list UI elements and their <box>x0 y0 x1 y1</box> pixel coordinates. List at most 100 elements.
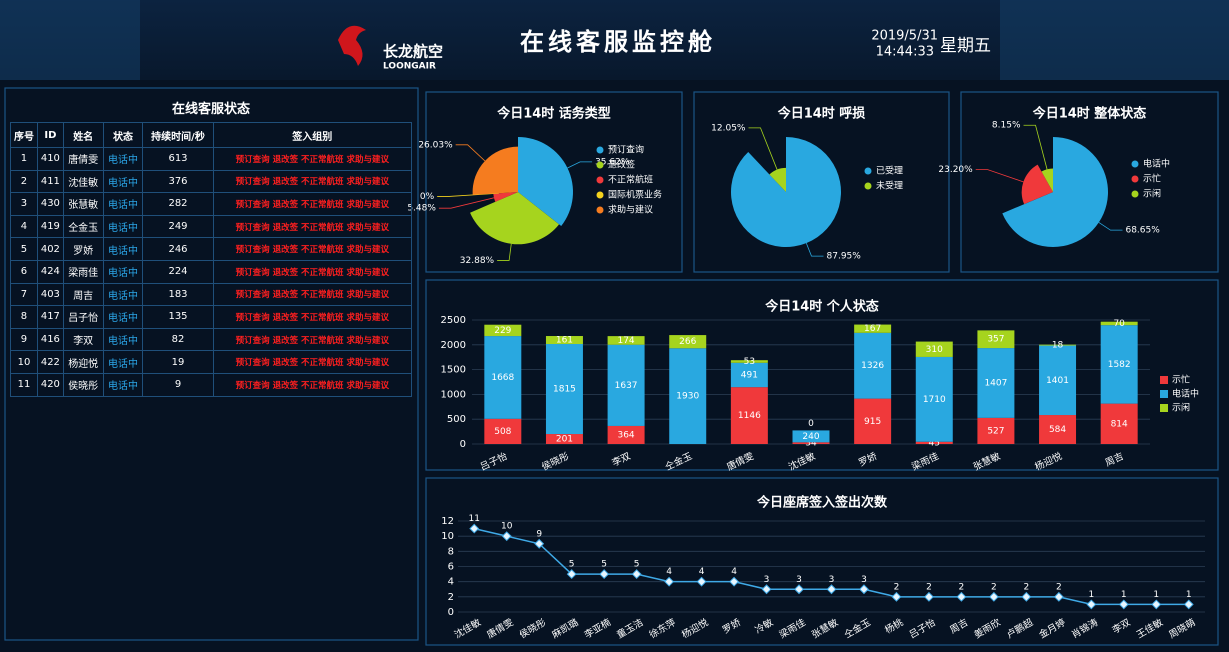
table-cell: 李双 <box>62 327 104 352</box>
data-label: 1 <box>1153 590 1159 600</box>
table-cell: 预订查询 退改签 不正常航班 求助与建议 <box>212 305 413 329</box>
data-label: 4 <box>699 567 705 577</box>
table-cell: 预订查询 退改签 不正常航班 求助与建议 <box>212 214 413 239</box>
legend-label: 未受理 <box>876 180 903 192</box>
column-header: 序号 <box>10 122 38 148</box>
x-tick-label: 冷敏 <box>753 616 776 636</box>
table-cell: 预订查询 退改签 不正常航班 求助与建议 <box>212 192 413 216</box>
line-point <box>566 569 577 580</box>
label-leader <box>1023 124 1048 170</box>
table-cell: 预订查询 退改签 不正常航班 求助与建议 <box>212 259 413 284</box>
table-row: 3 430 张慧敏 电话中 282 预订查询 退改签 不正常航班 求助与建议 <box>10 192 413 216</box>
y-tick-label: 2500 <box>441 315 466 326</box>
data-label: 1401 <box>1046 376 1069 386</box>
line-point <box>761 584 772 595</box>
table-row: 10 422 杨迎悦 电话中 19 预订查询 退改签 不正常航班 求助与建议 <box>10 350 413 374</box>
table-cell: 419 <box>36 214 64 239</box>
legend-swatch <box>864 167 872 175</box>
bar-segment <box>1100 325 1138 404</box>
table-cell: 135 <box>142 305 214 329</box>
y-tick-label: 12 <box>441 516 454 527</box>
table-cell: 417 <box>36 305 64 329</box>
pie-slice <box>472 146 518 195</box>
column-header: 状态 <box>102 122 144 148</box>
x-tick-label: 张慧敏 <box>810 616 841 641</box>
data-label: 1 <box>1088 590 1094 600</box>
value-label: 5.48% <box>407 204 436 214</box>
x-tick-label: 杨迎悦 <box>680 616 711 641</box>
data-label: 266 <box>679 337 696 347</box>
pie-slice <box>1021 164 1053 205</box>
table-cell: 1 <box>10 147 38 171</box>
header-photo-left <box>0 0 140 80</box>
bar-segment <box>977 348 1015 418</box>
legend-label: 已受理 <box>876 165 903 177</box>
panel-frame <box>425 91 683 273</box>
label-leader <box>975 169 1024 183</box>
data-label: 3 <box>796 575 802 585</box>
bar-segment <box>545 344 583 435</box>
table-cell: 预订查询 退改签 不正常航班 求助与建议 <box>212 282 413 307</box>
data-label: 584 <box>1049 425 1066 435</box>
page-title: 在线客服监控舱 <box>520 28 716 56</box>
data-label: 2 <box>991 582 997 592</box>
data-label: 10 <box>501 522 513 532</box>
table-cell: 420 <box>36 372 64 397</box>
bar-segment <box>730 360 768 363</box>
table-cell: 电话中 <box>102 192 144 216</box>
panel-frame <box>4 87 419 641</box>
table-cell: 预订查询 退改签 不正常航班 求助与建议 <box>212 350 413 374</box>
value-label: 8.15% <box>992 121 1021 131</box>
table-row: 9 416 李双 电话中 82 预订查询 退改签 不正常航班 求助与建议 <box>10 327 413 352</box>
chart-title: 今日14时 话务类型 <box>496 106 611 122</box>
bar-segment <box>977 417 1015 444</box>
table-cell: 424 <box>36 259 64 284</box>
table-row: 11 420 侯晓彤 电话中 9 预订查询 退改签 不正常航班 求助与建议 <box>10 372 413 397</box>
panel-frame <box>425 477 1219 646</box>
table-title: 在线客服状态 <box>171 102 250 117</box>
x-tick-label: 梁雨佳 <box>777 616 808 641</box>
x-tick-label: 吕子怡 <box>907 616 938 641</box>
data-label: 240 <box>802 432 819 442</box>
table-row: 8 417 吕子怡 电话中 135 预订查询 退改签 不正常航班 求助与建议 <box>10 305 413 329</box>
brand-en: LOONGAIR <box>383 62 436 72</box>
legend-swatch <box>596 206 604 214</box>
line-point <box>631 569 642 580</box>
y-tick-label: 0 <box>460 439 466 450</box>
table-cell: 预订查询 退改签 不正常航班 求助与建议 <box>212 327 413 352</box>
pie-slice <box>1002 137 1108 247</box>
table-cell: 9 <box>142 372 214 397</box>
x-tick-label: 仝金玉 <box>842 616 873 641</box>
table-cell: 246 <box>142 237 214 261</box>
bar-segment <box>854 324 892 333</box>
label-leader <box>455 144 486 162</box>
line-point <box>1183 599 1194 610</box>
y-tick-label: 1000 <box>441 389 466 400</box>
column-header: 签入组别 <box>212 122 413 148</box>
data-label: 11 <box>469 514 480 524</box>
header-row: 序号 ID 姓名 状态 持续时间/秒 签入组别 <box>10 122 413 148</box>
legend-swatch <box>596 161 604 169</box>
data-label: 2 <box>1056 582 1062 592</box>
data-label: 229 <box>494 326 511 336</box>
line-point <box>956 591 967 602</box>
chart-title: 今日14时 个人状态 <box>764 299 879 315</box>
bar-segment <box>915 341 953 357</box>
value-label: 32.88% <box>460 256 495 266</box>
x-tick-label: 童玉洁 <box>615 616 646 641</box>
bar-segment <box>484 336 522 419</box>
table-cell: 电话中 <box>102 259 144 284</box>
table-cell: 电话中 <box>102 147 144 171</box>
table-cell: 6 <box>10 259 38 284</box>
data-label: 70 <box>1113 319 1125 329</box>
time: 14:44:33 <box>876 45 934 60</box>
pie-slice <box>730 137 841 247</box>
legend-swatch <box>1131 190 1139 198</box>
data-label: 1668 <box>491 373 514 383</box>
header-photo-right <box>1000 0 1229 80</box>
data-label: 1 <box>1121 590 1127 600</box>
value-label: 12.05% <box>711 123 746 133</box>
x-tick-label: 麻凯璐 <box>550 616 581 641</box>
panel-frame <box>693 91 950 273</box>
